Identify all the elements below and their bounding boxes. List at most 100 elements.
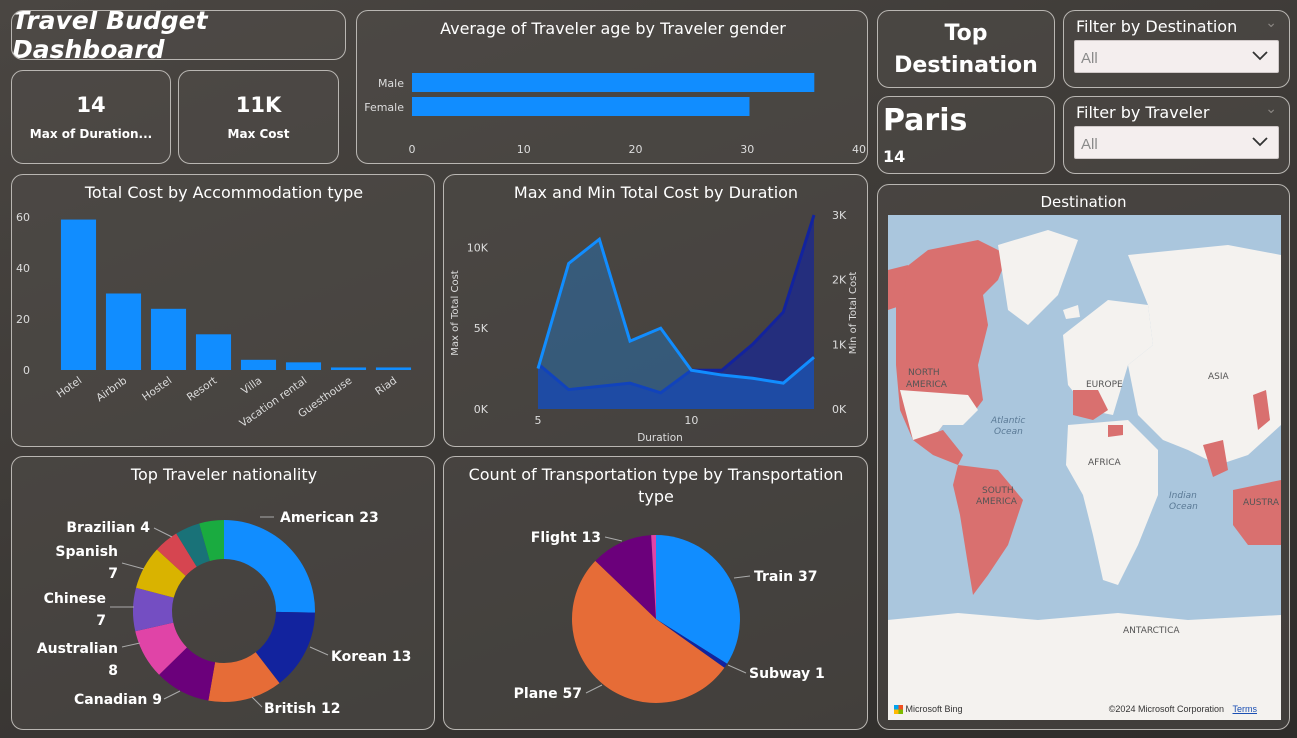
southeast-asia-land (1203, 440, 1228, 477)
pie-slice (572, 560, 725, 703)
max-min-cost-chart[interactable]: Max and Min Total Cost by Duration 0K 5K 10… (443, 174, 868, 447)
map-label: AMERICA (976, 497, 1018, 507)
donut-slice (159, 647, 216, 701)
x-tick-label: Villa (239, 375, 264, 398)
transportation-chart[interactable]: Count of Transportation type by Transpor… (443, 456, 868, 730)
y-left-axis-title: Max of Total Cost (450, 270, 461, 356)
traveler-slicer[interactable]: Filter by Traveler ⌄ All (1063, 96, 1290, 174)
bar (105, 293, 142, 370)
map-copyright: ©2024 Microsoft Corporation Terms (1109, 704, 1257, 714)
max-cost-series-line (536, 236, 815, 385)
x-tick-label: 10 (684, 414, 698, 427)
destination-dropdown-value: All (1081, 50, 1098, 67)
y-tick-label: 0 (23, 364, 30, 377)
min-cost-series-area (538, 215, 814, 409)
x-tick-label: 5 (535, 414, 542, 427)
data-label: Canadian 9 (74, 692, 162, 708)
europe-highlight (1073, 390, 1108, 420)
x-tick-label: 20 (629, 143, 643, 156)
destination-dropdown[interactable]: All (1074, 40, 1279, 73)
destination-slicer[interactable]: Filter by Destination ⌄ All (1063, 10, 1290, 88)
max-min-cost-svg: Max and Min Total Cost by Duration 0K 5K 10… (450, 183, 859, 444)
y-right-tick-label: 1K (832, 338, 847, 351)
slicer-collapse-icon[interactable]: ⌄ (1265, 15, 1277, 31)
top-destination-title-card: Top Destination (877, 10, 1055, 88)
data-label: Subway 1 (749, 666, 825, 682)
japan-land (1253, 390, 1270, 430)
traveler-slicer-title: Filter by Traveler (1076, 103, 1210, 122)
bar (375, 367, 412, 370)
bing-label: Microsoft Bing (905, 703, 963, 714)
leader-line (727, 664, 747, 674)
top-destination-line1: Top (944, 21, 988, 46)
leader-line (604, 536, 623, 542)
copyright-text: ©2024 Microsoft Corporation (1108, 704, 1224, 714)
australia-land (1233, 480, 1281, 545)
central-america-land (913, 430, 963, 465)
data-label: 7 (108, 566, 118, 582)
kpi-card-max-duration[interactable]: 14 Max of Duration... (11, 70, 171, 164)
pie-slice (595, 535, 656, 619)
min-cost-series-line (537, 214, 816, 395)
map-label: ANTARCTICA (1123, 626, 1180, 636)
x-axis-title: Duration (637, 432, 683, 444)
map-label: Ocean (994, 427, 1023, 437)
chart-title: Top Traveler nationality (130, 465, 317, 484)
donut-slice (156, 533, 197, 576)
donut-slice (199, 520, 224, 561)
data-label: Brazilian 4 (66, 520, 150, 536)
map-label: SOUTH (982, 486, 1014, 496)
donut-slice (136, 549, 186, 598)
south-america-land (953, 465, 1023, 595)
map-label: Ocean (1169, 502, 1198, 512)
x-tick-label: Hostel (140, 375, 174, 404)
y-left-tick-label: 10K (467, 241, 489, 254)
terms-link[interactable]: Terms (1232, 704, 1258, 714)
y-right-axis-title: Min of Total Cost (848, 272, 859, 355)
data-label: British 12 (264, 701, 341, 717)
kpi-value: 14 (76, 93, 106, 117)
destination-map[interactable]: NORTH AMERICA EUROPE ASIA Atlantic Ocean… (888, 215, 1281, 720)
greenland-land (998, 230, 1078, 325)
alaska-land (888, 265, 908, 310)
y-left-tick-label: 0K (474, 403, 489, 416)
y-tick-label: Female (364, 101, 404, 114)
traveler-dropdown[interactable]: All (1074, 126, 1279, 159)
antarctica-land (888, 613, 1281, 720)
egypt-highlight (1108, 425, 1123, 437)
x-tick-label: Hotel (55, 375, 85, 401)
x-tick-label: 30 (740, 143, 754, 156)
us-south-land (900, 390, 978, 445)
max-cost-series-area (538, 239, 814, 409)
cost-by-accommodation-svg: Total Cost by Accommodation type 0 20 40 60 H… (16, 183, 412, 430)
data-label: Flight 13 (531, 530, 601, 546)
traveler-dropdown-value: All (1081, 136, 1098, 153)
nationality-chart[interactable]: Top Traveler nationality American 23 Korea… (11, 456, 435, 730)
leader-line (309, 646, 329, 656)
destination-slicer-title: Filter by Destination (1076, 17, 1238, 36)
top-destination-card: Paris 14 (877, 96, 1055, 174)
iceland-land (1063, 305, 1080, 319)
pie-slice (651, 535, 656, 619)
map-label: NORTH (908, 368, 940, 378)
map-label: ASIA (1208, 372, 1230, 382)
data-label: Spanish (55, 544, 118, 560)
leader-line (733, 575, 751, 579)
data-label: Chinese (44, 591, 106, 607)
destination-map-card[interactable]: Destination (877, 184, 1290, 730)
leader-line (163, 690, 181, 700)
y-left-tick-label: 5K (474, 322, 489, 335)
donut-slice (133, 587, 174, 632)
map-label: AUSTRA (1243, 498, 1280, 508)
chart-title-line2: type (638, 487, 674, 506)
y-right-tick-label: 3K (832, 209, 847, 222)
cost-by-accommodation-chart[interactable]: Total Cost by Accommodation type 0 20 40 60 H… (11, 174, 435, 447)
leader-line (251, 696, 263, 708)
age-by-gender-chart[interactable]: Average of Traveler age by Traveler gend… (356, 10, 868, 164)
slicer-collapse-icon[interactable]: ⌄ (1265, 101, 1277, 117)
chevron-down-icon (1252, 51, 1268, 61)
top-destination-city: Paris (883, 103, 968, 138)
data-label: 7 (96, 613, 106, 629)
data-label: American 23 (280, 510, 379, 526)
kpi-card-max-cost[interactable]: 11K Max Cost (178, 70, 339, 164)
